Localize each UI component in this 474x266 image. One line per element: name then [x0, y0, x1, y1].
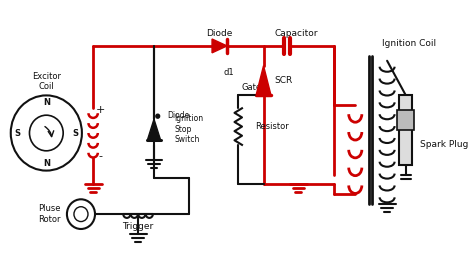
Text: Diode: Diode — [206, 28, 233, 38]
Circle shape — [156, 114, 160, 118]
Text: Diode: Diode — [167, 111, 189, 120]
Polygon shape — [256, 66, 271, 95]
Text: d1: d1 — [224, 68, 234, 77]
Polygon shape — [147, 119, 161, 140]
Text: N: N — [43, 159, 50, 168]
Text: Capacitor: Capacitor — [274, 28, 318, 38]
Text: Pluse
Rotor: Pluse Rotor — [38, 205, 60, 224]
Bar — [397, 110, 414, 130]
Text: +: + — [96, 105, 105, 115]
Polygon shape — [212, 39, 227, 53]
Text: S: S — [73, 128, 78, 138]
Bar — [399, 95, 412, 165]
Text: Trigger: Trigger — [122, 222, 154, 231]
Text: Gate: Gate — [241, 83, 262, 92]
Text: Ignition Coil: Ignition Coil — [383, 39, 437, 48]
Text: SCR: SCR — [275, 76, 293, 85]
Text: N: N — [43, 98, 50, 107]
Text: Resistor: Resistor — [255, 122, 289, 131]
Text: Spark Plug: Spark Plug — [420, 140, 468, 149]
Text: S: S — [14, 128, 20, 138]
Text: -: - — [99, 151, 103, 161]
Text: Excitor
Coil: Excitor Coil — [32, 72, 61, 91]
Text: Ignition
Stop
Switch: Ignition Stop Switch — [174, 114, 204, 144]
